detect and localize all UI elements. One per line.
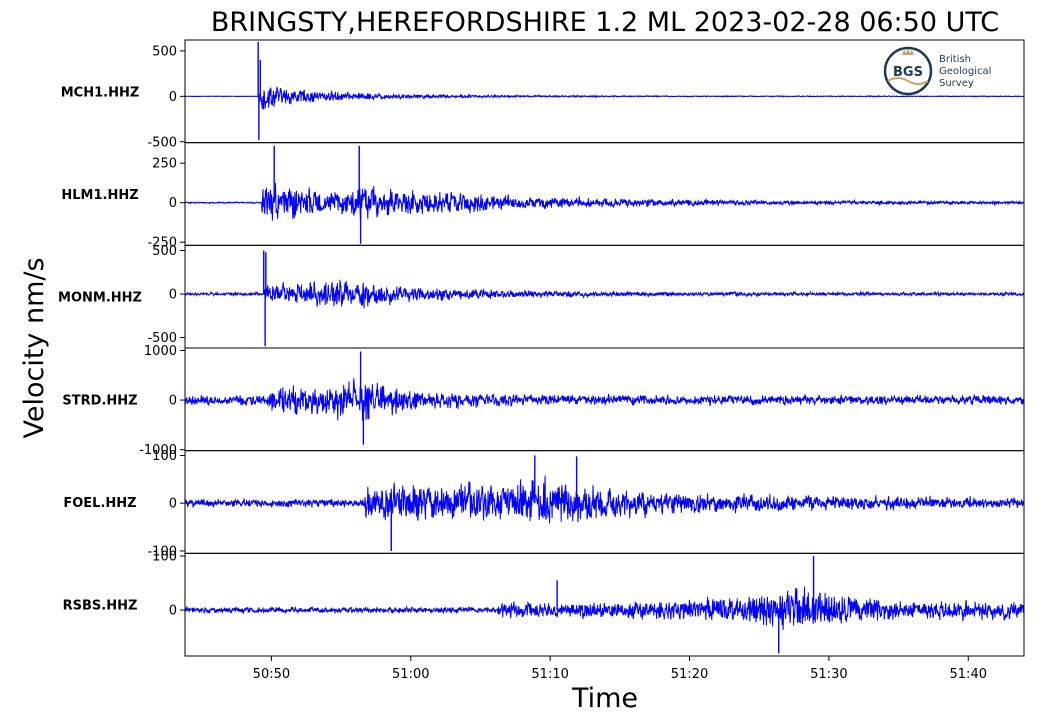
station-label: HLM1.HHZ bbox=[61, 188, 138, 203]
x-tick-label: 51:30 bbox=[810, 667, 847, 682]
logo-badge-text: BGS bbox=[893, 65, 923, 80]
x-tick-label: 50:50 bbox=[253, 667, 290, 682]
x-axis-label: Time bbox=[571, 683, 638, 714]
station-label: MONM.HHZ bbox=[58, 291, 142, 306]
logo-line-1: British bbox=[939, 54, 971, 65]
waveform-trace bbox=[185, 586, 1024, 631]
y-tick-label: 250 bbox=[152, 157, 177, 172]
station-label: FOEL.HHZ bbox=[63, 496, 136, 511]
x-tick-label: 51:10 bbox=[531, 667, 568, 682]
panel-frame bbox=[184, 142, 1025, 246]
waveform-trace bbox=[185, 475, 1024, 524]
panel-monm-hhz: MONM.HHZ 500 0 -500 bbox=[58, 244, 1025, 349]
y-tick-label: -500 bbox=[147, 331, 177, 346]
y-tick-label: 500 bbox=[152, 44, 177, 59]
y-tick-label: -100 bbox=[147, 544, 177, 559]
panel-frame bbox=[184, 552, 1025, 657]
y-tick-label: 1000 bbox=[144, 344, 177, 359]
bgs-logo-ring-icon bbox=[883, 46, 933, 96]
logo-line-3: Survey bbox=[939, 78, 974, 89]
station-label: STRD.HHZ bbox=[62, 393, 137, 408]
x-axis: 50:50 51:00 51:10 51:20 51:30 51:40 bbox=[253, 656, 987, 682]
panel-hlm1-hhz: HLM1.HHZ 250 0 -250 bbox=[61, 142, 1025, 251]
y-tick-label: 0 bbox=[169, 90, 177, 105]
bgs-logo: BGS British Geological Survey bbox=[883, 46, 991, 96]
waveform-trace bbox=[185, 279, 1024, 309]
crown-icon bbox=[902, 49, 914, 55]
y-tick-label: 100 bbox=[152, 449, 177, 464]
chart-title: BRINGSTY,HEREFORDSHIRE 1.2 ML 2023-02-28… bbox=[211, 7, 999, 38]
y-tick-label: -500 bbox=[147, 135, 177, 150]
y-tick-label: -1000 bbox=[139, 443, 177, 458]
panel-strd-hhz: STRD.HHZ 1000 0 -1000 bbox=[62, 344, 1025, 458]
x-tick-label: 51:20 bbox=[671, 667, 708, 682]
y-tick-label: -250 bbox=[147, 236, 177, 251]
y-tick-label: 0 bbox=[169, 196, 177, 211]
waveform-trace bbox=[185, 182, 1024, 222]
y-tick-label: 0 bbox=[169, 288, 177, 303]
logo-line-2: Geological bbox=[939, 66, 991, 77]
waveform-trace bbox=[185, 378, 1024, 421]
y-tick-label: 0 bbox=[169, 497, 177, 512]
y-tick-label: 0 bbox=[169, 394, 177, 409]
panel-mch1-hhz: MCH1.HHZ 500 0 -500 bbox=[61, 39, 1025, 150]
landscape-icon bbox=[887, 77, 929, 85]
panel-group: MCH1.HHZ5000-500HLM1.HHZ2500-250MONM.HHZ… bbox=[58, 39, 1025, 657]
x-tick-label: 51:40 bbox=[950, 667, 987, 682]
y-tick-label: 0 bbox=[169, 604, 177, 619]
panel-rsbs-hhz: RSBS.HHZ 100 0 bbox=[63, 550, 1025, 657]
station-label: MCH1.HHZ bbox=[61, 85, 140, 100]
y-tick-label: 100 bbox=[152, 550, 177, 565]
x-tick-label: 51:00 bbox=[392, 667, 429, 682]
y-axis-label: Velocity nm/s bbox=[19, 257, 50, 438]
station-label: RSBS.HHZ bbox=[63, 599, 138, 614]
waveform-trace bbox=[185, 86, 1024, 110]
panel-foel-hhz: FOEL.HHZ 100 0 -100 bbox=[63, 449, 1025, 559]
y-tick-label: 500 bbox=[152, 244, 177, 259]
